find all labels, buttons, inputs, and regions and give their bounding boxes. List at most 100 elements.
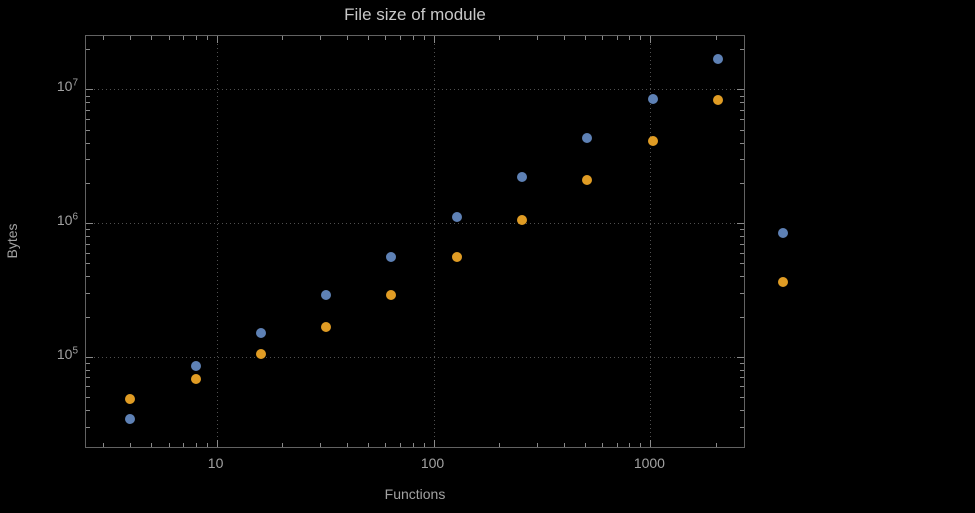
tick-mark bbox=[86, 263, 90, 265]
tick-mark bbox=[281, 36, 283, 40]
x-axis-label: Functions bbox=[384, 486, 446, 502]
tick-mark bbox=[740, 129, 744, 131]
tick-mark bbox=[103, 443, 105, 447]
tick-mark bbox=[385, 36, 387, 40]
tick-mark bbox=[86, 377, 90, 379]
tick-mark bbox=[399, 443, 401, 447]
tick-mark bbox=[216, 440, 218, 447]
data-point bbox=[647, 93, 658, 104]
tick-mark bbox=[616, 36, 618, 40]
data-point bbox=[125, 394, 136, 405]
tick-mark bbox=[737, 223, 744, 225]
tick-mark bbox=[130, 36, 132, 40]
data-point bbox=[386, 251, 397, 262]
data-point bbox=[582, 175, 593, 185]
tick-mark bbox=[183, 36, 184, 40]
tick-mark bbox=[498, 443, 500, 447]
tick-mark bbox=[86, 229, 90, 231]
tick-mark bbox=[206, 36, 208, 40]
tick-mark bbox=[368, 443, 370, 447]
points-layer bbox=[86, 36, 789, 447]
data-point bbox=[517, 215, 527, 226]
tick-mark bbox=[740, 142, 744, 144]
tick-mark bbox=[740, 102, 744, 104]
tick-mark bbox=[320, 36, 322, 40]
tick-mark bbox=[740, 243, 744, 245]
tick-mark bbox=[629, 36, 631, 40]
horizontal-gridline bbox=[86, 89, 744, 91]
horizontal-gridline bbox=[86, 356, 744, 358]
tick-mark bbox=[86, 276, 90, 278]
tick-mark bbox=[740, 95, 744, 97]
tick-mark bbox=[740, 229, 744, 231]
tick-mark bbox=[740, 252, 744, 254]
data-point bbox=[582, 133, 593, 144]
tick-mark bbox=[740, 397, 744, 398]
tick-mark bbox=[86, 426, 90, 428]
tick-mark bbox=[368, 36, 370, 40]
tick-mark bbox=[347, 443, 349, 447]
horizontal-gridline bbox=[86, 223, 744, 225]
tick-mark bbox=[320, 443, 322, 447]
data-point bbox=[190, 361, 201, 372]
tick-mark bbox=[103, 36, 105, 40]
tick-mark bbox=[86, 49, 90, 51]
tick-mark bbox=[412, 36, 414, 40]
plot-area bbox=[85, 35, 789, 448]
tick-mark bbox=[412, 443, 414, 447]
tick-mark bbox=[86, 119, 90, 121]
y-tick-label: 106 bbox=[56, 211, 78, 229]
tick-mark bbox=[537, 443, 538, 447]
tick-mark bbox=[183, 443, 184, 447]
tick-mark bbox=[433, 36, 435, 43]
tick-mark bbox=[740, 426, 744, 428]
tick-mark bbox=[433, 440, 435, 447]
tick-mark bbox=[715, 36, 717, 40]
data-point bbox=[451, 251, 462, 262]
data-point bbox=[321, 289, 332, 300]
data-point bbox=[451, 211, 462, 222]
tick-mark bbox=[737, 356, 744, 358]
tick-layer bbox=[86, 36, 744, 447]
tick-mark bbox=[86, 397, 90, 398]
tick-mark bbox=[740, 409, 744, 411]
chart-title: File size of module bbox=[344, 5, 486, 24]
tick-mark bbox=[216, 36, 218, 43]
data-point bbox=[778, 227, 789, 238]
tick-mark bbox=[616, 443, 618, 447]
x-tick-label: 1000 bbox=[633, 455, 665, 471]
vertical-gridline bbox=[216, 36, 218, 447]
data-point bbox=[712, 53, 723, 64]
tick-mark bbox=[740, 263, 744, 265]
data-point bbox=[778, 277, 789, 288]
tick-mark bbox=[151, 443, 153, 447]
tick-mark bbox=[399, 36, 401, 40]
tick-mark bbox=[740, 293, 744, 294]
tick-mark bbox=[640, 36, 642, 40]
tick-mark bbox=[195, 443, 197, 447]
data-point bbox=[647, 136, 658, 147]
tick-mark bbox=[740, 182, 744, 184]
x-tick-label: 10 bbox=[207, 455, 224, 471]
tick-mark bbox=[86, 236, 90, 237]
tick-mark bbox=[151, 36, 153, 40]
data-point bbox=[712, 95, 723, 106]
tick-mark bbox=[740, 236, 744, 237]
data-point bbox=[125, 414, 136, 425]
tick-mark bbox=[206, 443, 208, 447]
tick-mark bbox=[498, 36, 500, 40]
tick-mark bbox=[650, 440, 652, 447]
grid-layer bbox=[86, 36, 744, 447]
tick-mark bbox=[86, 293, 90, 294]
y-axis-label: Bytes bbox=[4, 223, 20, 259]
tick-mark bbox=[602, 443, 604, 447]
tick-mark bbox=[585, 36, 587, 40]
tick-mark bbox=[86, 159, 90, 161]
tick-mark bbox=[86, 110, 90, 112]
tick-mark bbox=[537, 36, 538, 40]
tick-mark bbox=[86, 362, 90, 364]
tick-mark bbox=[86, 182, 90, 184]
tick-mark bbox=[740, 49, 744, 51]
tick-mark bbox=[423, 443, 425, 447]
